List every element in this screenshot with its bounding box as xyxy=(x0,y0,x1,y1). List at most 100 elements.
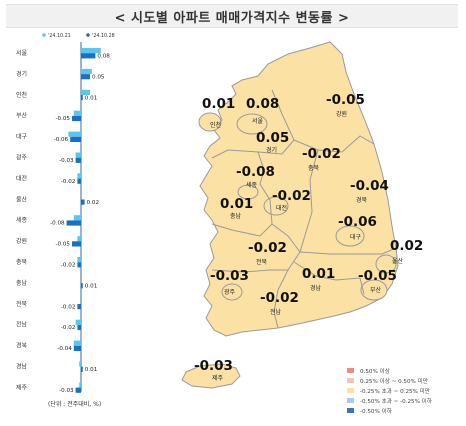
bar xyxy=(75,157,81,163)
seoul-shape xyxy=(236,113,268,135)
region-name: 경북 xyxy=(356,197,368,204)
sejong-shape xyxy=(237,184,259,200)
legend-item: -0.25% 초과 ~ 0.25% 미만 xyxy=(347,386,432,395)
region-name: 울산 xyxy=(392,257,404,265)
legend-item: 0.25% 이상 ~ 0.50% 미만 xyxy=(347,376,432,385)
region-name: 경남 xyxy=(310,284,322,292)
category-label: 충북 xyxy=(16,258,28,266)
region-name: 세종 xyxy=(246,181,258,189)
data-label: -0.02 xyxy=(61,325,75,331)
data-label: -0.02 xyxy=(61,179,75,185)
bar xyxy=(75,319,81,325)
data-label: 0.01 xyxy=(85,367,98,373)
bar xyxy=(81,95,83,101)
data-label: 0.05 xyxy=(92,74,105,80)
region-value: 0.02 xyxy=(390,238,423,254)
bar xyxy=(66,220,81,226)
data-label: -0.02 xyxy=(61,263,75,269)
series-legend-label: '24.10.28 xyxy=(92,33,115,39)
region-value: -0.06 xyxy=(338,214,377,230)
bar xyxy=(77,236,81,242)
category-label: 전북 xyxy=(16,300,28,308)
data-label: -0.02 xyxy=(61,304,75,310)
category-label: 경기 xyxy=(16,70,27,78)
region-value: -0.03 xyxy=(194,358,233,374)
legend-label: 0.50% 이상 xyxy=(360,368,390,375)
data-label: -0.05 xyxy=(56,242,71,248)
category-label: 제주 xyxy=(16,383,28,391)
bar xyxy=(70,136,81,142)
map-legend: 0.50% 이상 0.25% 이상 ~ 0.50% 미만 -0.25% 초과 ~… xyxy=(347,366,432,416)
legend-swatch xyxy=(347,398,354,403)
bar xyxy=(77,173,81,179)
regional-bar-chart: '24.10.21 '24.10.28 서울 0.08 경기 0.05 인천 0.01 부산 -0… xyxy=(16,33,115,394)
legend-swatch xyxy=(347,368,354,373)
category-label: 부산 xyxy=(16,112,28,120)
region-value: 0.01 xyxy=(302,266,335,282)
data-label: 0.08 xyxy=(97,54,110,60)
legend-swatch xyxy=(347,388,354,393)
chart-title: < 시도별 아파트 매매가격지수 변동률 > xyxy=(114,10,350,26)
category-label: 서울 xyxy=(16,49,28,57)
bar xyxy=(73,215,81,221)
legend-item: -0.50% 이하 xyxy=(347,406,432,415)
category-label: 인천 xyxy=(16,91,27,99)
bar xyxy=(79,361,81,367)
region-value: 0.01 xyxy=(220,196,253,212)
bar xyxy=(77,304,81,310)
data-label: 0.02 xyxy=(87,200,99,206)
category-label: 경북 xyxy=(16,343,28,350)
bar xyxy=(81,89,90,95)
category-label: 경남 xyxy=(16,363,28,371)
busan-shape xyxy=(360,279,388,301)
bar xyxy=(75,387,81,393)
bar xyxy=(72,241,81,247)
bar xyxy=(77,178,81,184)
legend-label: -0.25% 초과 ~ 0.25% 미만 xyxy=(360,388,430,395)
legend-label: -0.50% 이하 xyxy=(360,408,392,415)
gwangju-shape xyxy=(221,283,243,301)
category-label: 대구 xyxy=(16,133,28,141)
legend-label: -0.50% 초과 ~ -0.25% 이하 xyxy=(360,398,432,405)
incheon-shape xyxy=(198,112,222,132)
bar xyxy=(77,262,81,268)
region-value: -0.02 xyxy=(260,290,299,306)
title-bar: < 시도별 아파트 매매가격지수 변동률 > xyxy=(6,4,458,28)
region-name: 광주 xyxy=(224,289,236,296)
bar xyxy=(73,340,81,346)
category-label: 대전 xyxy=(16,174,27,182)
data-label: -0.04 xyxy=(57,346,72,352)
bar xyxy=(81,48,101,54)
bar xyxy=(81,53,96,59)
region-name: 대전 xyxy=(276,204,287,212)
region-name: 충남 xyxy=(230,212,242,220)
series-legend-marker xyxy=(86,33,90,37)
series-legend-label: '24.10.21 xyxy=(48,33,71,39)
bar xyxy=(79,382,81,388)
bar xyxy=(73,345,81,351)
region-value: -0.03 xyxy=(210,268,249,284)
region-value: 0.05 xyxy=(256,130,289,146)
data-label: 0.01 xyxy=(85,95,98,101)
region-value: -0.02 xyxy=(302,146,341,162)
category-label: 충남 xyxy=(16,279,28,287)
bar xyxy=(81,199,85,205)
region-value: -0.08 xyxy=(236,164,275,180)
bar xyxy=(77,257,81,263)
daegu-shape xyxy=(335,225,365,247)
region-name: 충북 xyxy=(308,164,320,172)
data-label: -0.03 xyxy=(59,158,74,164)
bar xyxy=(81,366,83,372)
legend-item: -0.50% 초과 ~ -0.25% 이하 xyxy=(347,396,432,405)
bar xyxy=(72,115,81,122)
legend-label: 0.25% 이상 ~ 0.50% 미만 xyxy=(360,378,428,385)
legend-swatch xyxy=(347,408,354,413)
data-label: -0.06 xyxy=(54,137,69,143)
category-label: 전남 xyxy=(16,321,28,329)
bar xyxy=(81,283,83,289)
region-name: 경기 xyxy=(266,146,277,154)
category-label: 울산 xyxy=(16,195,28,203)
data-label: -0.08 xyxy=(50,221,65,227)
region-value: 0.08 xyxy=(246,96,279,112)
